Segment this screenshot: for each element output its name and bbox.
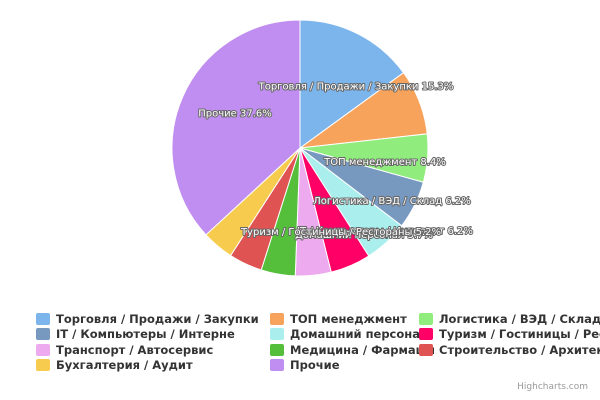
pie-data-labels: Торговля / Продажи / Закупки 15.3% ТОП ме… [197, 80, 474, 242]
legend-item-10[interactable]: Бухгалтерия / Аудит [36, 358, 193, 373]
legend-item-9[interactable]: Строительство / Архитектура [419, 342, 600, 357]
legend-item-4[interactable]: IT / Компьютеры / Интерне [36, 327, 235, 342]
data-label-4: IT / Компьютеры / Интернет 6.2% [297, 226, 473, 237]
legend-item-11[interactable]: Прочие [270, 358, 340, 373]
legend-label: Логистика / ВЭД / Склад [439, 311, 600, 326]
legend-label: Торговля / Продажи / Закупки [56, 311, 259, 326]
legend-label: Бухгалтерия / Аудит [56, 358, 193, 372]
legend-label: Медицина / Фармацевтик [290, 342, 434, 357]
pie-slices [171, 19, 429, 277]
legend-swatch [36, 312, 50, 325]
data-label-1: Торговля / Продажи / Закупки 15.3% [258, 81, 454, 92]
legend-item-2[interactable]: ТОП менеджмент [270, 311, 407, 326]
data-label-11: Прочие 37.6% [198, 109, 272, 120]
legend-item-7[interactable]: Транспорт / Автосервис [36, 342, 213, 357]
pie-slice-11[interactable] [171, 19, 301, 236]
data-label-2: ТОП менеджмент 8.4% [323, 157, 446, 168]
legend-item-3[interactable]: Логистика / ВЭД / Склад [419, 311, 600, 326]
legend-swatch [419, 328, 433, 340]
pie-plot-area: Торговля / Продажи / Закупки 15.3% ТОП ме… [171, 19, 474, 277]
pie-slice-1[interactable] [299, 19, 405, 149]
credits-link[interactable]: Highcharts.com [517, 382, 588, 392]
legend-item-8[interactable]: Медицина / Фармацевтик [270, 342, 434, 357]
chart-legend: Торговля / Продажи / Закупки ТОП менеджме… [36, 311, 600, 391]
legend-label: ТОП менеджмент [290, 311, 407, 326]
legend-swatch [270, 312, 284, 325]
legend-item-6[interactable]: Туризм / Гостиницы / Ресторан [419, 327, 600, 342]
data-label-5: Домашний персонал 5.7% [295, 230, 433, 241]
legend-item-1[interactable]: Торговля / Продажи / Закупки [36, 311, 259, 326]
data-label-6: Туризм / Гостиницы / Рестораны 5.2% [240, 227, 441, 238]
legend-swatch [270, 343, 284, 356]
legend-label: Прочие [290, 358, 340, 372]
legend-swatch [270, 328, 284, 340]
legend-swatch [419, 312, 433, 325]
data-label-3: Логистика / ВЭД / Склад 6.2% [313, 196, 471, 207]
legend-label: Транспорт / Автосервис [56, 342, 214, 357]
legend-label: Туризм / Гостиницы / Ресторан [439, 327, 600, 341]
legend-label: IT / Компьютеры / Интерне [56, 327, 235, 341]
legend-item-5[interactable]: Домашний персонал [270, 327, 428, 342]
legend-swatch [36, 343, 50, 356]
legend-swatch [36, 359, 50, 371]
legend-swatch [270, 359, 284, 371]
legend-label: Строительство / Архитектура [439, 342, 600, 357]
legend-swatch [36, 328, 50, 340]
legend-swatch [419, 343, 433, 356]
legend-label: Домашний персонал [290, 327, 429, 341]
